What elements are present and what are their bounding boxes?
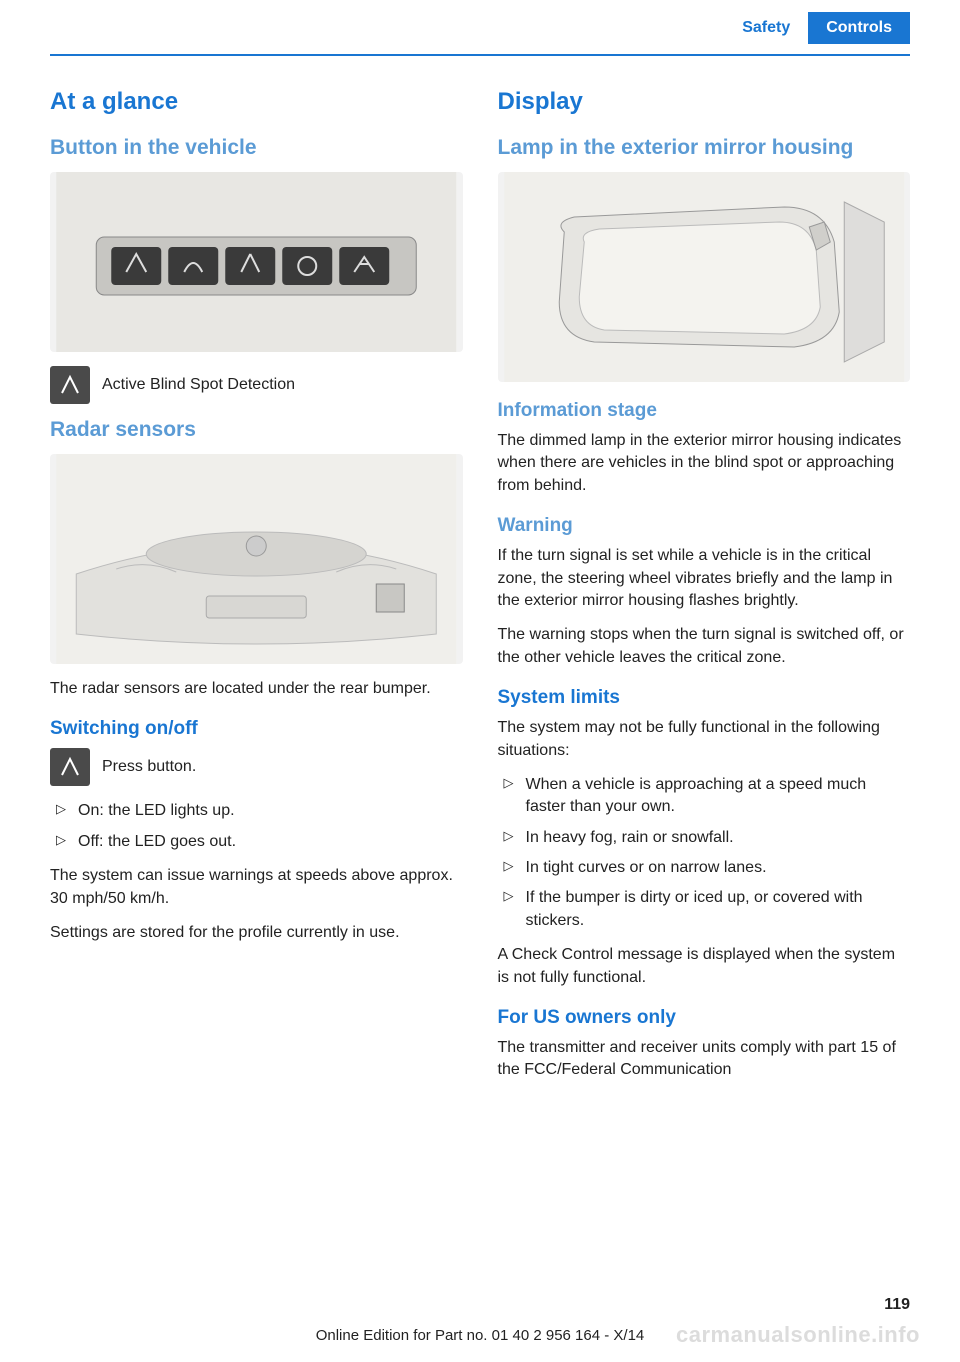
heading-warning: Warning (498, 515, 911, 537)
vehicle-buttons-illustration (50, 172, 463, 352)
icon-row-blind-spot: Active Blind Spot Detection (50, 366, 463, 404)
footer-text: Online Edition for Part no. 01 40 2 956 … (0, 1327, 960, 1344)
list-item: If the bumper is dirty or iced up, or co… (498, 887, 911, 932)
heading-system-limits: System limits (498, 687, 911, 709)
us-owners-text: The transmitter and receiver units compl… (498, 1037, 911, 1082)
mirror-illustration (498, 172, 911, 382)
right-column: Display Lamp in the exterior mirror hous… (498, 88, 911, 1094)
list-item: In tight curves or on narrow lanes. (498, 857, 911, 879)
heading-info-stage: Information stage (498, 400, 911, 422)
blind-spot-detection-icon (50, 366, 90, 404)
warning-p1: If the turn signal is set while a vehicl… (498, 545, 911, 612)
figure-mirror (498, 172, 911, 382)
radar-caption: The radar sensors are located under the … (50, 678, 463, 700)
figure-rear-bumper (50, 454, 463, 664)
profile-note: Settings are stored for the profile curr… (50, 922, 463, 944)
press-button-icon (50, 748, 90, 786)
icon-row-press-button: Press button. (50, 748, 463, 786)
switching-list: On: the LED lights up. Off: the LED goes… (50, 800, 463, 853)
limits-note: A Check Control message is displayed whe… (498, 944, 911, 989)
heading-lamp-mirror: Lamp in the exterior mirror housing (498, 136, 911, 160)
list-item: When a vehicle is approaching at a speed… (498, 774, 911, 819)
blind-spot-label: Active Blind Spot Detection (102, 374, 295, 396)
heading-radar-sensors: Radar sensors (50, 418, 463, 442)
heading-at-a-glance: At a glance (50, 88, 463, 116)
tab-controls: Controls (808, 12, 910, 44)
list-item: On: the LED lights up. (50, 800, 463, 822)
heading-us-owners: For US owners only (498, 1007, 911, 1029)
limits-intro: The system may not be fully functional i… (498, 717, 911, 762)
heading-button-in-vehicle: Button in the vehicle (50, 136, 463, 160)
list-item: Off: the LED goes out. (50, 831, 463, 853)
page-header: Safety Controls (0, 0, 960, 54)
limits-list: When a vehicle is approaching at a speed… (498, 774, 911, 932)
rear-bumper-illustration (50, 454, 463, 664)
figure-vehicle-buttons (50, 172, 463, 352)
warning-p2: The warning stops when the turn signal i… (498, 624, 911, 669)
list-item: In heavy fog, rain or snowfall. (498, 827, 911, 849)
press-button-label: Press button. (102, 756, 196, 778)
info-stage-text: The dimmed lamp in the exterior mirror h… (498, 430, 911, 497)
tab-safety: Safety (724, 12, 808, 44)
left-column: At a glance Button in the vehicle (50, 88, 463, 1094)
heading-switching: Switching on/off (50, 718, 463, 740)
heading-display: Display (498, 88, 911, 116)
page-content: At a glance Button in the vehicle (0, 56, 960, 1094)
page-number: 119 (884, 1296, 910, 1314)
speed-note: The system can issue warnings at speeds … (50, 865, 463, 910)
